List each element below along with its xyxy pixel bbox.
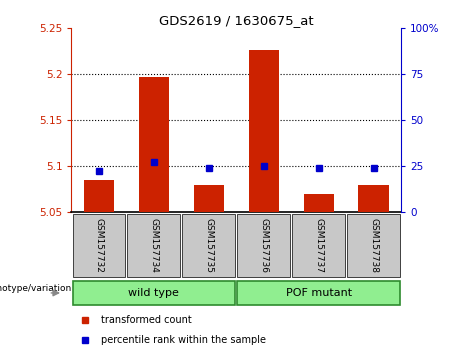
Text: POF mutant: POF mutant [286, 288, 352, 298]
Bar [72, 214, 125, 277]
Text: GSM157732: GSM157732 [95, 218, 103, 273]
Text: GSM157735: GSM157735 [204, 218, 213, 273]
Bar [292, 214, 345, 277]
Bar [237, 281, 400, 305]
Text: GSM157737: GSM157737 [314, 218, 323, 273]
Bar [84, 180, 114, 212]
Bar [128, 214, 180, 277]
Title: GDS2619 / 1630675_at: GDS2619 / 1630675_at [159, 14, 313, 27]
Text: wild type: wild type [129, 288, 179, 298]
Bar [72, 281, 235, 305]
Text: GSM157738: GSM157738 [369, 218, 378, 273]
Text: percentile rank within the sample: percentile rank within the sample [101, 335, 266, 345]
Bar [139, 77, 169, 212]
Text: genotype/variation: genotype/variation [0, 285, 71, 293]
Bar [237, 214, 290, 277]
Text: GSM157736: GSM157736 [259, 218, 268, 273]
Bar [347, 214, 400, 277]
Bar [183, 214, 235, 277]
Bar [248, 50, 279, 212]
Bar [359, 185, 389, 212]
Bar [194, 185, 224, 212]
Text: transformed count: transformed count [101, 315, 192, 325]
Bar [303, 194, 334, 212]
Text: GSM157734: GSM157734 [149, 218, 159, 273]
